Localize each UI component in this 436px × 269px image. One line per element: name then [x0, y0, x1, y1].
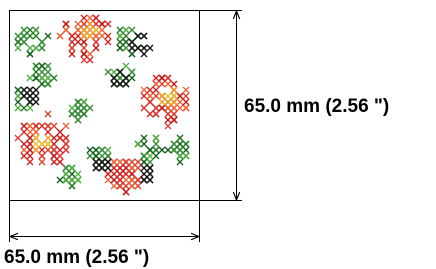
design-diagram: 65.0 mm (2.56 ") 65.0 mm (2.56 ")	[0, 0, 436, 269]
height-label: 65.0 mm (2.56 ")	[244, 96, 389, 117]
page: {"dimensions": {"height_label": "65.0 mm…	[0, 0, 436, 269]
width-label: 65.0 mm (2.56 ")	[4, 247, 149, 268]
